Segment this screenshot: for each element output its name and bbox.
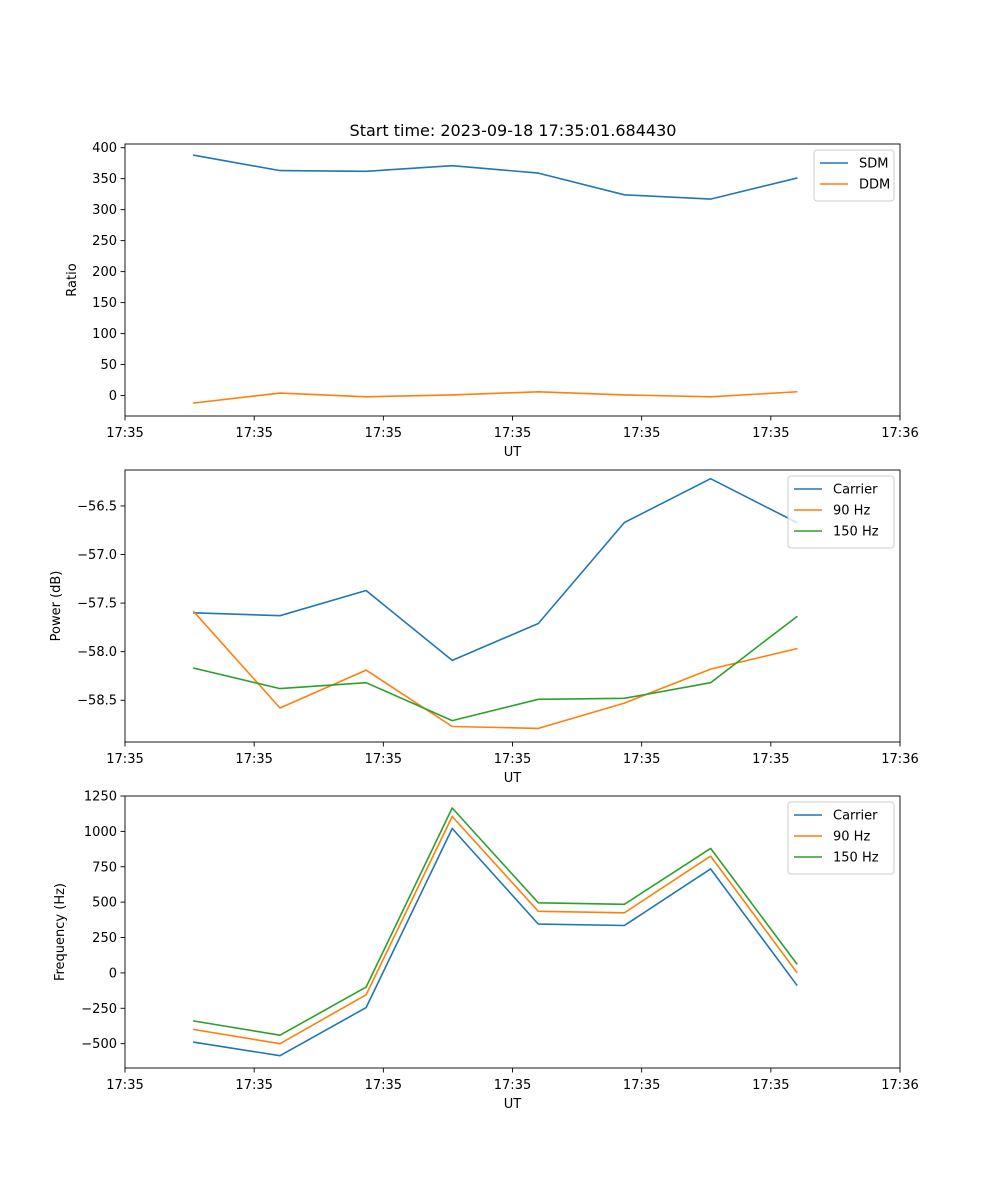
y-axis-label: Ratio <box>65 263 80 296</box>
x-tick-label: 17:35 <box>106 426 143 441</box>
x-tick-label: 17:35 <box>235 1078 272 1093</box>
y-tick-label: 500 <box>92 896 117 911</box>
y-tick-label: −57.0 <box>77 548 117 563</box>
legend-label: 90 Hz <box>833 830 870 845</box>
y-tick-label: 50 <box>100 358 117 373</box>
y-tick-label: 300 <box>92 203 117 218</box>
x-tick-label: 17:35 <box>752 1078 789 1093</box>
y-tick-label: 1250 <box>84 790 117 805</box>
y-tick-label: 1000 <box>84 825 117 840</box>
legend-box <box>787 475 895 549</box>
plot-panels: 17:35 17:35 17:35 17:35 17:35 17:35 17:36 0 50 10… <box>49 141 919 1112</box>
legend-label: SDM <box>859 157 888 172</box>
legend-label: Carrier <box>833 483 878 498</box>
series-line-sdm <box>192 154 798 200</box>
y-tick-label: 0 <box>109 389 117 404</box>
y-tick-label: 150 <box>92 296 117 311</box>
series-line-carrier <box>193 477 798 662</box>
legend-label: DDM <box>859 178 890 193</box>
legend-label: 150 Hz <box>833 525 879 540</box>
x-tick-label: 17:36 <box>881 752 918 767</box>
x-axis-label: UT <box>504 445 522 460</box>
x-tick-label: 17:35 <box>494 1078 531 1093</box>
x-tick-label: 17:35 <box>494 752 531 767</box>
series-group <box>192 154 798 404</box>
y-tick-label: 250 <box>92 931 117 946</box>
x-axis-label: UT <box>504 1097 522 1112</box>
plot-panel-1: 17:35 17:35 17:35 17:35 17:35 17:35 17:36 0 50 10… <box>65 141 919 460</box>
x-tick-label: 17:35 <box>752 426 789 441</box>
y-tick-label: −56.5 <box>77 499 117 514</box>
series-line-90-hz <box>192 610 798 730</box>
legend-label: Carrier <box>833 809 878 824</box>
y-tick-label: 250 <box>92 234 117 249</box>
y-tick-label: 750 <box>92 860 117 875</box>
plot-panel-2: 17:35 17:35 17:35 17:35 17:35 17:35 17:36 −58.5… <box>49 469 919 786</box>
y-tick-label: 350 <box>92 172 117 187</box>
chart-title: Start time: 2023-09-18 17:35:01.684430 <box>350 121 677 140</box>
legend-box <box>787 801 895 875</box>
legend: SDM DDM <box>813 149 895 202</box>
x-tick-label: 17:35 <box>623 1078 660 1093</box>
series-line-ddm <box>193 390 798 404</box>
y-tick-label: −500 <box>81 1037 117 1052</box>
series-group <box>192 807 798 1057</box>
x-tick-label: 17:35 <box>235 752 272 767</box>
x-tick-label: 17:35 <box>365 1078 402 1093</box>
y-tick-label: 200 <box>92 265 117 280</box>
x-tick-label: 17:35 <box>623 752 660 767</box>
legend: Carrier 90 Hz 150 Hz <box>787 475 895 549</box>
y-tick-label: −58.0 <box>77 645 117 660</box>
series-line-carrier <box>192 827 798 1057</box>
x-tick-label: 17:36 <box>881 426 918 441</box>
y-tick-label: −58.5 <box>77 694 117 709</box>
y-tick-label: 0 <box>109 966 117 981</box>
x-tick-label: 17:35 <box>106 1078 143 1093</box>
plot-panel-3: 17:35 17:35 17:35 17:35 17:35 17:35 17:36 −500 −… <box>53 790 919 1113</box>
legend-label: 150 Hz <box>833 851 879 866</box>
y-axis-label: Power (dB) <box>49 571 64 642</box>
series-group <box>192 477 798 730</box>
x-tick-label: 17:35 <box>235 426 272 441</box>
y-axis-label: Frequency (Hz) <box>53 883 68 981</box>
y-tick-label: −57.5 <box>77 597 117 612</box>
series-line-150-hz <box>192 807 798 1036</box>
x-tick-label: 17:35 <box>365 752 402 767</box>
x-tick-label: 17:35 <box>752 752 789 767</box>
y-tick-label: 100 <box>92 327 117 342</box>
series-line-90-hz <box>192 815 798 1045</box>
legend: Carrier 90 Hz 150 Hz <box>787 801 895 875</box>
x-tick-label: 17:35 <box>494 426 531 441</box>
x-tick-label: 17:36 <box>881 1078 918 1093</box>
y-tick-label: 400 <box>92 141 117 156</box>
y-tick-label: −250 <box>81 1002 117 1017</box>
x-tick-label: 17:35 <box>365 426 402 441</box>
x-axis-label: UT <box>504 771 522 786</box>
series-line-150-hz <box>192 615 798 722</box>
legend-label: 90 Hz <box>833 504 870 519</box>
x-tick-label: 17:35 <box>106 752 143 767</box>
x-tick-label: 17:35 <box>623 426 660 441</box>
